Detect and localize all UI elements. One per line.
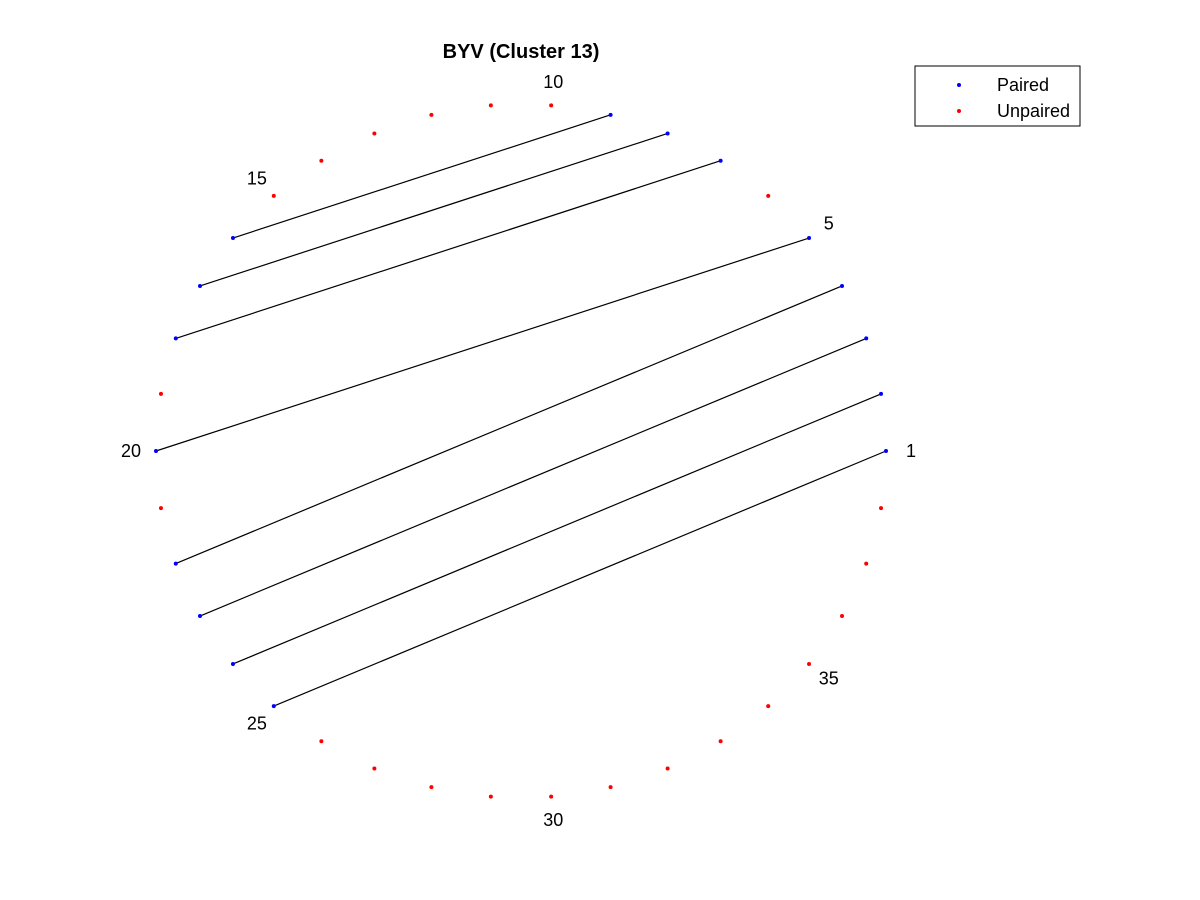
paired-position-dot-20 bbox=[154, 449, 158, 453]
pair-line-8-17 bbox=[199, 132, 668, 287]
paired-position-dot-1 bbox=[884, 449, 888, 453]
unpaired-position-dot-14 bbox=[319, 158, 324, 163]
paired-position-dot-22 bbox=[173, 561, 178, 566]
position-label-5: 5 bbox=[824, 213, 834, 233]
paired-position-dot-5 bbox=[807, 236, 812, 241]
unpaired-position-dot-19 bbox=[158, 391, 163, 396]
legend-label-unpaired: Unpaired bbox=[997, 101, 1070, 121]
legend-marker-paired bbox=[957, 83, 961, 87]
pair-line-5-20 bbox=[155, 237, 810, 452]
paired-position-dot-7 bbox=[718, 158, 723, 163]
legend: Paired Unpaired bbox=[914, 65, 1081, 127]
paired-position-dot-2 bbox=[879, 391, 884, 396]
unpaired-position-dot-15 bbox=[271, 193, 276, 198]
position-label-25: 25 bbox=[247, 714, 267, 734]
paired-position-dot-17 bbox=[197, 283, 202, 288]
position-label-20: 20 bbox=[121, 441, 141, 461]
paired-position-dot-3 bbox=[864, 336, 869, 341]
unpaired-position-dot-29 bbox=[488, 794, 493, 799]
position-label-35: 35 bbox=[819, 669, 839, 689]
position-label-1: 1 bbox=[906, 441, 916, 461]
unpaired-position-dot-28 bbox=[429, 785, 434, 790]
paired-position-dot-25 bbox=[271, 704, 276, 709]
unpaired-position-dot-32 bbox=[665, 766, 670, 771]
unpaired-position-dot-12 bbox=[429, 112, 434, 117]
position-dots bbox=[154, 103, 888, 799]
position-label-30: 30 bbox=[543, 810, 563, 830]
legend-marker-unpaired bbox=[957, 109, 961, 113]
paired-position-dot-4 bbox=[840, 283, 845, 288]
unpaired-position-dot-30 bbox=[549, 794, 554, 799]
paired-position-dot-18 bbox=[173, 336, 178, 341]
position-label-10: 10 bbox=[543, 72, 563, 92]
unpaired-position-dot-34 bbox=[766, 704, 771, 709]
paired-position-dot-9 bbox=[608, 112, 613, 117]
unpaired-position-dot-21 bbox=[158, 506, 163, 511]
paired-position-dot-23 bbox=[197, 614, 202, 619]
unpaired-position-dot-13 bbox=[372, 131, 377, 136]
position-label-15: 15 bbox=[247, 168, 267, 188]
unpaired-position-dot-35 bbox=[807, 661, 812, 666]
pair-line-9-16 bbox=[232, 114, 611, 239]
unpaired-position-dot-31 bbox=[608, 785, 613, 790]
paired-position-dot-16 bbox=[230, 236, 235, 241]
paired-position-dot-24 bbox=[230, 661, 235, 666]
unpaired-position-dot-27 bbox=[372, 766, 377, 771]
unpaired-position-dot-38 bbox=[879, 506, 884, 511]
pair-line-2-24 bbox=[232, 393, 882, 665]
legend-label-paired: Paired bbox=[997, 75, 1049, 95]
pair-line-4-22 bbox=[175, 285, 843, 565]
unpaired-position-dot-6 bbox=[766, 193, 771, 198]
legend-box bbox=[914, 65, 1081, 127]
pair-lines bbox=[155, 114, 887, 707]
unpaired-position-dot-37 bbox=[864, 561, 869, 566]
pair-line-7-18 bbox=[175, 160, 721, 339]
unpaired-position-dot-26 bbox=[319, 739, 324, 744]
unpaired-position-dot-11 bbox=[488, 103, 493, 108]
chart-title: BYV (Cluster 13) bbox=[443, 41, 600, 63]
paired-position-dot-8 bbox=[665, 131, 670, 136]
unpaired-position-dot-10 bbox=[549, 103, 554, 108]
pair-line-1-25 bbox=[273, 450, 887, 707]
unpaired-position-dot-36 bbox=[840, 614, 845, 619]
unpaired-position-dot-33 bbox=[718, 739, 723, 744]
pair-line-3-23 bbox=[199, 337, 867, 617]
